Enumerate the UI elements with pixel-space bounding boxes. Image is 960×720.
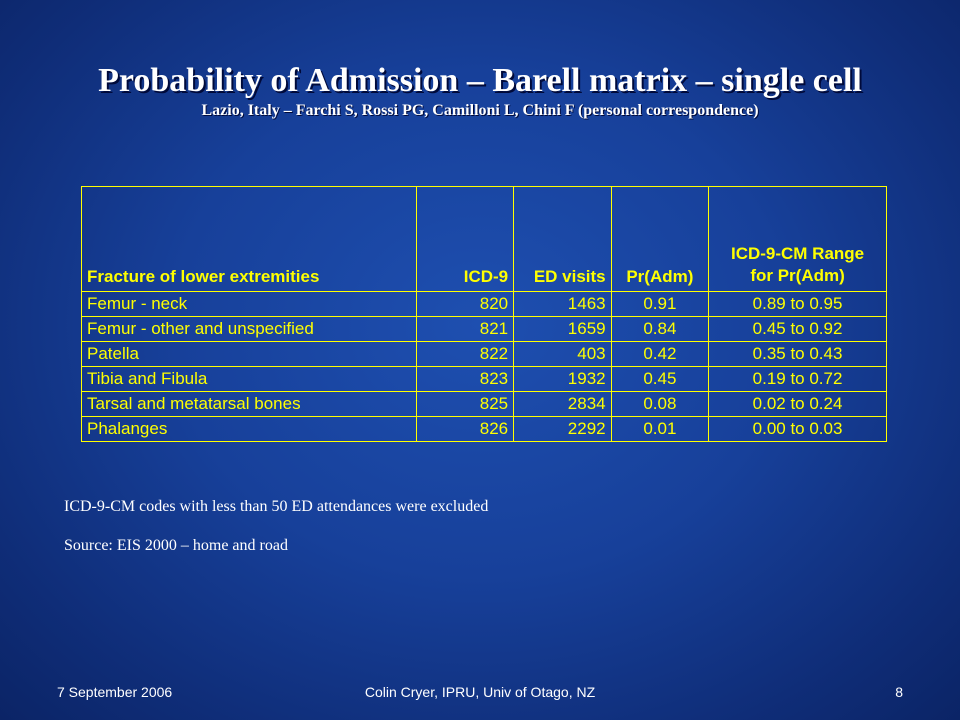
cell-icd9: 822 — [415, 341, 515, 367]
cell-pr-adm: 0.84 — [610, 316, 710, 342]
cell-icd9: 825 — [415, 391, 515, 417]
cell-fracture: Phalanges — [81, 416, 417, 442]
table-row: Tibia and Fibula 823 1932 0.45 0.19 to 0… — [81, 366, 887, 392]
table-row: Tarsal and metatarsal bones 825 2834 0.0… — [81, 391, 887, 417]
table-row: Patella 822 403 0.42 0.35 to 0.43 — [81, 341, 887, 367]
cell-range: 0.45 to 0.92 — [708, 316, 887, 342]
cell-pr-adm: 0.91 — [610, 291, 710, 317]
cell-icd9: 823 — [415, 366, 515, 392]
table-header-row: Fracture of lower extremities ICD-9 ED v… — [81, 186, 887, 292]
cell-range: 0.00 to 0.03 — [708, 416, 887, 442]
cell-ed-visits: 1932 — [513, 366, 612, 392]
cell-ed-visits: 1463 — [513, 291, 612, 317]
cell-ed-visits: 2292 — [513, 416, 612, 442]
cell-icd9: 826 — [415, 416, 515, 442]
page-number: 8 — [895, 684, 903, 700]
cell-fracture: Patella — [81, 341, 417, 367]
exclusion-note: ICD-9-CM codes with less than 50 ED atte… — [64, 498, 489, 515]
cell-fracture: Tarsal and metatarsal bones — [81, 391, 417, 417]
cell-ed-visits: 403 — [513, 341, 612, 367]
header-range-line1: ICD-9-CM Range — [730, 244, 865, 263]
header-ed-visits: ED visits — [513, 186, 612, 292]
slide-subtitle: Lazio, Italy – Farchi S, Rossi PG, Camil… — [201, 102, 759, 119]
cell-pr-adm: 0.01 — [610, 416, 710, 442]
header-pr-adm: Pr(Adm) — [610, 186, 710, 292]
admission-table: Fracture of lower extremities ICD-9 ED v… — [81, 186, 887, 442]
header-range: ICD-9-CM Range for Pr(Adm) — [708, 186, 887, 292]
header-fracture: Fracture of lower extremities — [81, 186, 417, 292]
footer-author: Colin Cryer, IPRU, Univ of Otago, NZ — [364, 684, 596, 700]
cell-range: 0.89 to 0.95 — [708, 291, 887, 317]
cell-range: 0.02 to 0.24 — [708, 391, 887, 417]
table-row: Femur - neck 820 1463 0.91 0.89 to 0.95 — [81, 291, 887, 317]
cell-fracture: Femur - other and unspecified — [81, 316, 417, 342]
table-row: Femur - other and unspecified 821 1659 0… — [81, 316, 887, 342]
header-icd9: ICD-9 — [415, 186, 515, 292]
cell-ed-visits: 2834 — [513, 391, 612, 417]
source-note: Source: EIS 2000 – home and road — [64, 537, 288, 554]
cell-ed-visits: 1659 — [513, 316, 612, 342]
cell-icd9: 821 — [415, 316, 515, 342]
cell-pr-adm: 0.45 — [610, 366, 710, 392]
footer-date: 7 September 2006 — [57, 684, 173, 700]
cell-pr-adm: 0.42 — [610, 341, 710, 367]
header-range-line2: for Pr(Adm) — [750, 266, 845, 285]
table-row: Phalanges 826 2292 0.01 0.00 to 0.03 — [81, 416, 887, 442]
cell-icd9: 820 — [415, 291, 515, 317]
cell-range: 0.35 to 0.43 — [708, 341, 887, 367]
cell-fracture: Tibia and Fibula — [81, 366, 417, 392]
slide-title: Probability of Admission – Barell matrix… — [98, 62, 862, 99]
cell-range: 0.19 to 0.72 — [708, 366, 887, 392]
cell-fracture: Femur - neck — [81, 291, 417, 317]
cell-pr-adm: 0.08 — [610, 391, 710, 417]
